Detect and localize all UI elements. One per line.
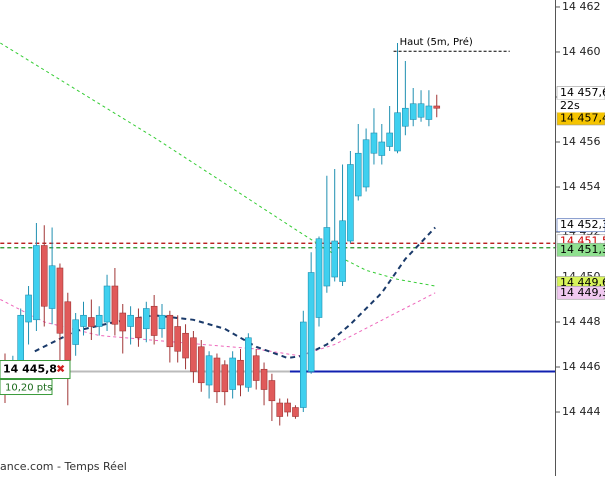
candle-body (205, 355, 213, 386)
candle-body (323, 227, 331, 287)
candle-body (260, 368, 268, 390)
candle-body (433, 105, 441, 109)
price-tag-label: 14 452,3 (560, 218, 605, 231)
candle-body (182, 332, 189, 359)
candle-body (425, 105, 433, 120)
candle-body (354, 152, 362, 197)
candle-body (307, 272, 315, 372)
candle-body (40, 245, 48, 307)
candle-body (331, 240, 339, 278)
order-box (0, 360, 71, 380)
candle-body (409, 103, 417, 120)
countdown-box (557, 99, 605, 113)
candle-body (252, 355, 260, 381)
y-tick-label: 14 456 (562, 135, 601, 148)
candle-body (370, 132, 378, 154)
candle-body (299, 321, 307, 408)
candle-body (190, 337, 197, 372)
overlay-line (34, 226, 436, 360)
candle-body (284, 402, 291, 413)
candle-body (119, 312, 127, 332)
candle-body (72, 319, 79, 345)
price-tag (556, 285, 605, 300)
overlay-line (0, 42, 436, 287)
candle-body (229, 357, 236, 390)
price-tag (556, 218, 605, 233)
candle-body (268, 380, 276, 402)
candle-body (48, 265, 56, 309)
order-distance-box (0, 379, 53, 396)
candle-body (95, 314, 103, 327)
candle-body (127, 314, 134, 327)
candle-body (347, 164, 354, 242)
order-cancel[interactable]: ✖ (56, 363, 65, 376)
order-distance: 10,20 pts (5, 383, 52, 394)
candle-body (111, 285, 119, 325)
candle-body (25, 294, 32, 323)
order-price: 14 445,8 (3, 363, 57, 376)
candle-body (276, 402, 284, 417)
price-tag-label: 14 457,4 (560, 111, 605, 124)
y-tick-label: 14 444 (562, 405, 601, 418)
candle-body (56, 267, 64, 334)
candle-body (174, 326, 181, 352)
candle-body (237, 359, 244, 386)
footer-source: ance.com - Temps Réel (0, 460, 127, 473)
candle-body (315, 238, 323, 318)
candle-body (150, 305, 158, 336)
y-tick-label: 14 462 (562, 0, 601, 13)
candle-body (158, 314, 166, 330)
candle-body (80, 314, 87, 327)
candle-body (88, 317, 95, 327)
price-tag-label: 14 449,3 (560, 286, 605, 299)
y-tick-label: 14 448 (562, 315, 601, 328)
candle-body (394, 112, 401, 152)
y-tick-label: 14 454 (562, 180, 601, 193)
candle-body (135, 317, 142, 339)
candle-body (213, 357, 221, 393)
candle-body (339, 220, 346, 282)
y-tick-label: 14 460 (562, 45, 601, 58)
candle-body (386, 132, 393, 147)
high-marker-label: Haut (5m, Pré) (400, 36, 473, 48)
candle-body (103, 285, 111, 323)
candle-body (378, 141, 386, 156)
price-tag-label: 14 449,6 (560, 276, 605, 289)
candle-body (245, 337, 252, 388)
candle-body (197, 346, 205, 384)
candle-body (402, 107, 409, 127)
candle-body (33, 245, 40, 321)
candle-body (143, 308, 150, 330)
candle-body (417, 103, 425, 118)
candle-body (221, 364, 229, 393)
candle-body (64, 301, 72, 361)
candle-body (362, 139, 370, 188)
candle-body (292, 407, 299, 417)
countdown: 22s (560, 99, 580, 112)
price-tag (556, 242, 605, 257)
price-tag-label: 14 451,3 (560, 243, 605, 256)
candle-body (17, 314, 25, 363)
price-tag-label: 14 457,6 (560, 86, 605, 99)
y-tick-label: 14 446 (562, 360, 601, 373)
candle-body (166, 314, 174, 348)
